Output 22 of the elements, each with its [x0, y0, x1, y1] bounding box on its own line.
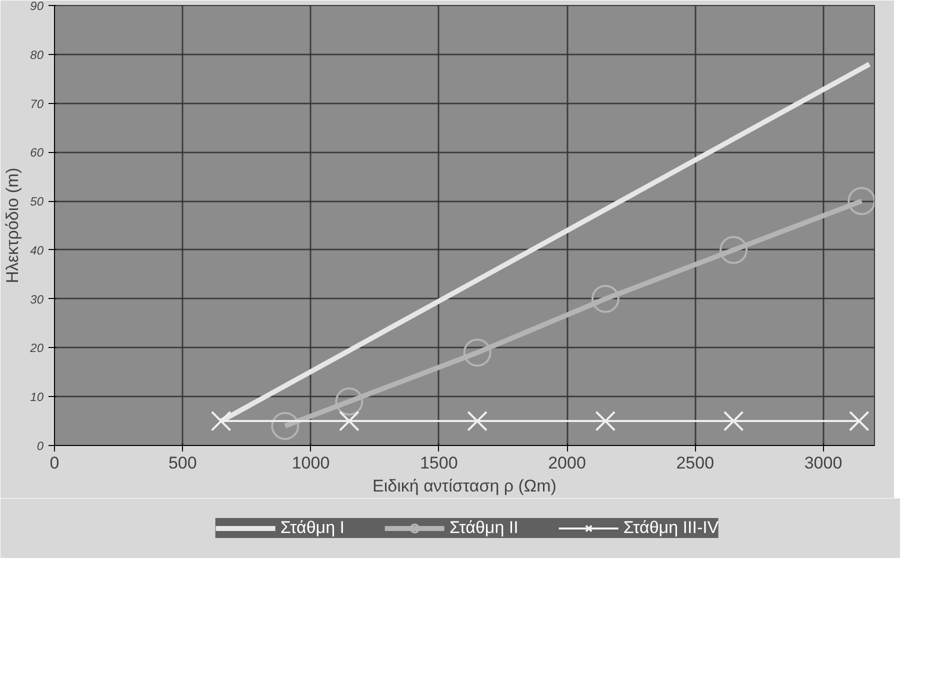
- legend-label: Στάθμη I: [280, 518, 344, 538]
- y-tick-label: 0: [36, 439, 44, 453]
- y-tick-label: 40: [30, 243, 44, 258]
- legend-label: Στάθμη III-IV: [623, 518, 719, 538]
- x-tick-label: 1500: [420, 454, 458, 472]
- y-tick-label: 60: [30, 146, 44, 160]
- x-tick-label: 2500: [676, 454, 714, 472]
- y-tick-label: 10: [30, 390, 44, 404]
- y-tick-label: 70: [30, 96, 44, 111]
- x-tick-label: 500: [168, 454, 197, 472]
- x-axis-title: Ειδική αντίσταση ρ (Ωm): [372, 476, 556, 496]
- x-tick-label: 0: [50, 454, 60, 472]
- x-tick-label: 1000: [292, 454, 330, 472]
- y-tick-label: 20: [29, 341, 44, 356]
- legend-label: Στάθμη II: [449, 518, 518, 538]
- y-tick-label: 80: [30, 48, 44, 62]
- y-tick-label: 90: [30, 0, 44, 13]
- x-tick-label: 3000: [804, 454, 842, 472]
- y-tick-label: 30: [30, 292, 44, 306]
- x-tick-label: 2000: [548, 454, 586, 472]
- y-axis-title: Ηλεκτρόδιο (m): [3, 168, 22, 284]
- y-tick-label: 50: [30, 194, 44, 209]
